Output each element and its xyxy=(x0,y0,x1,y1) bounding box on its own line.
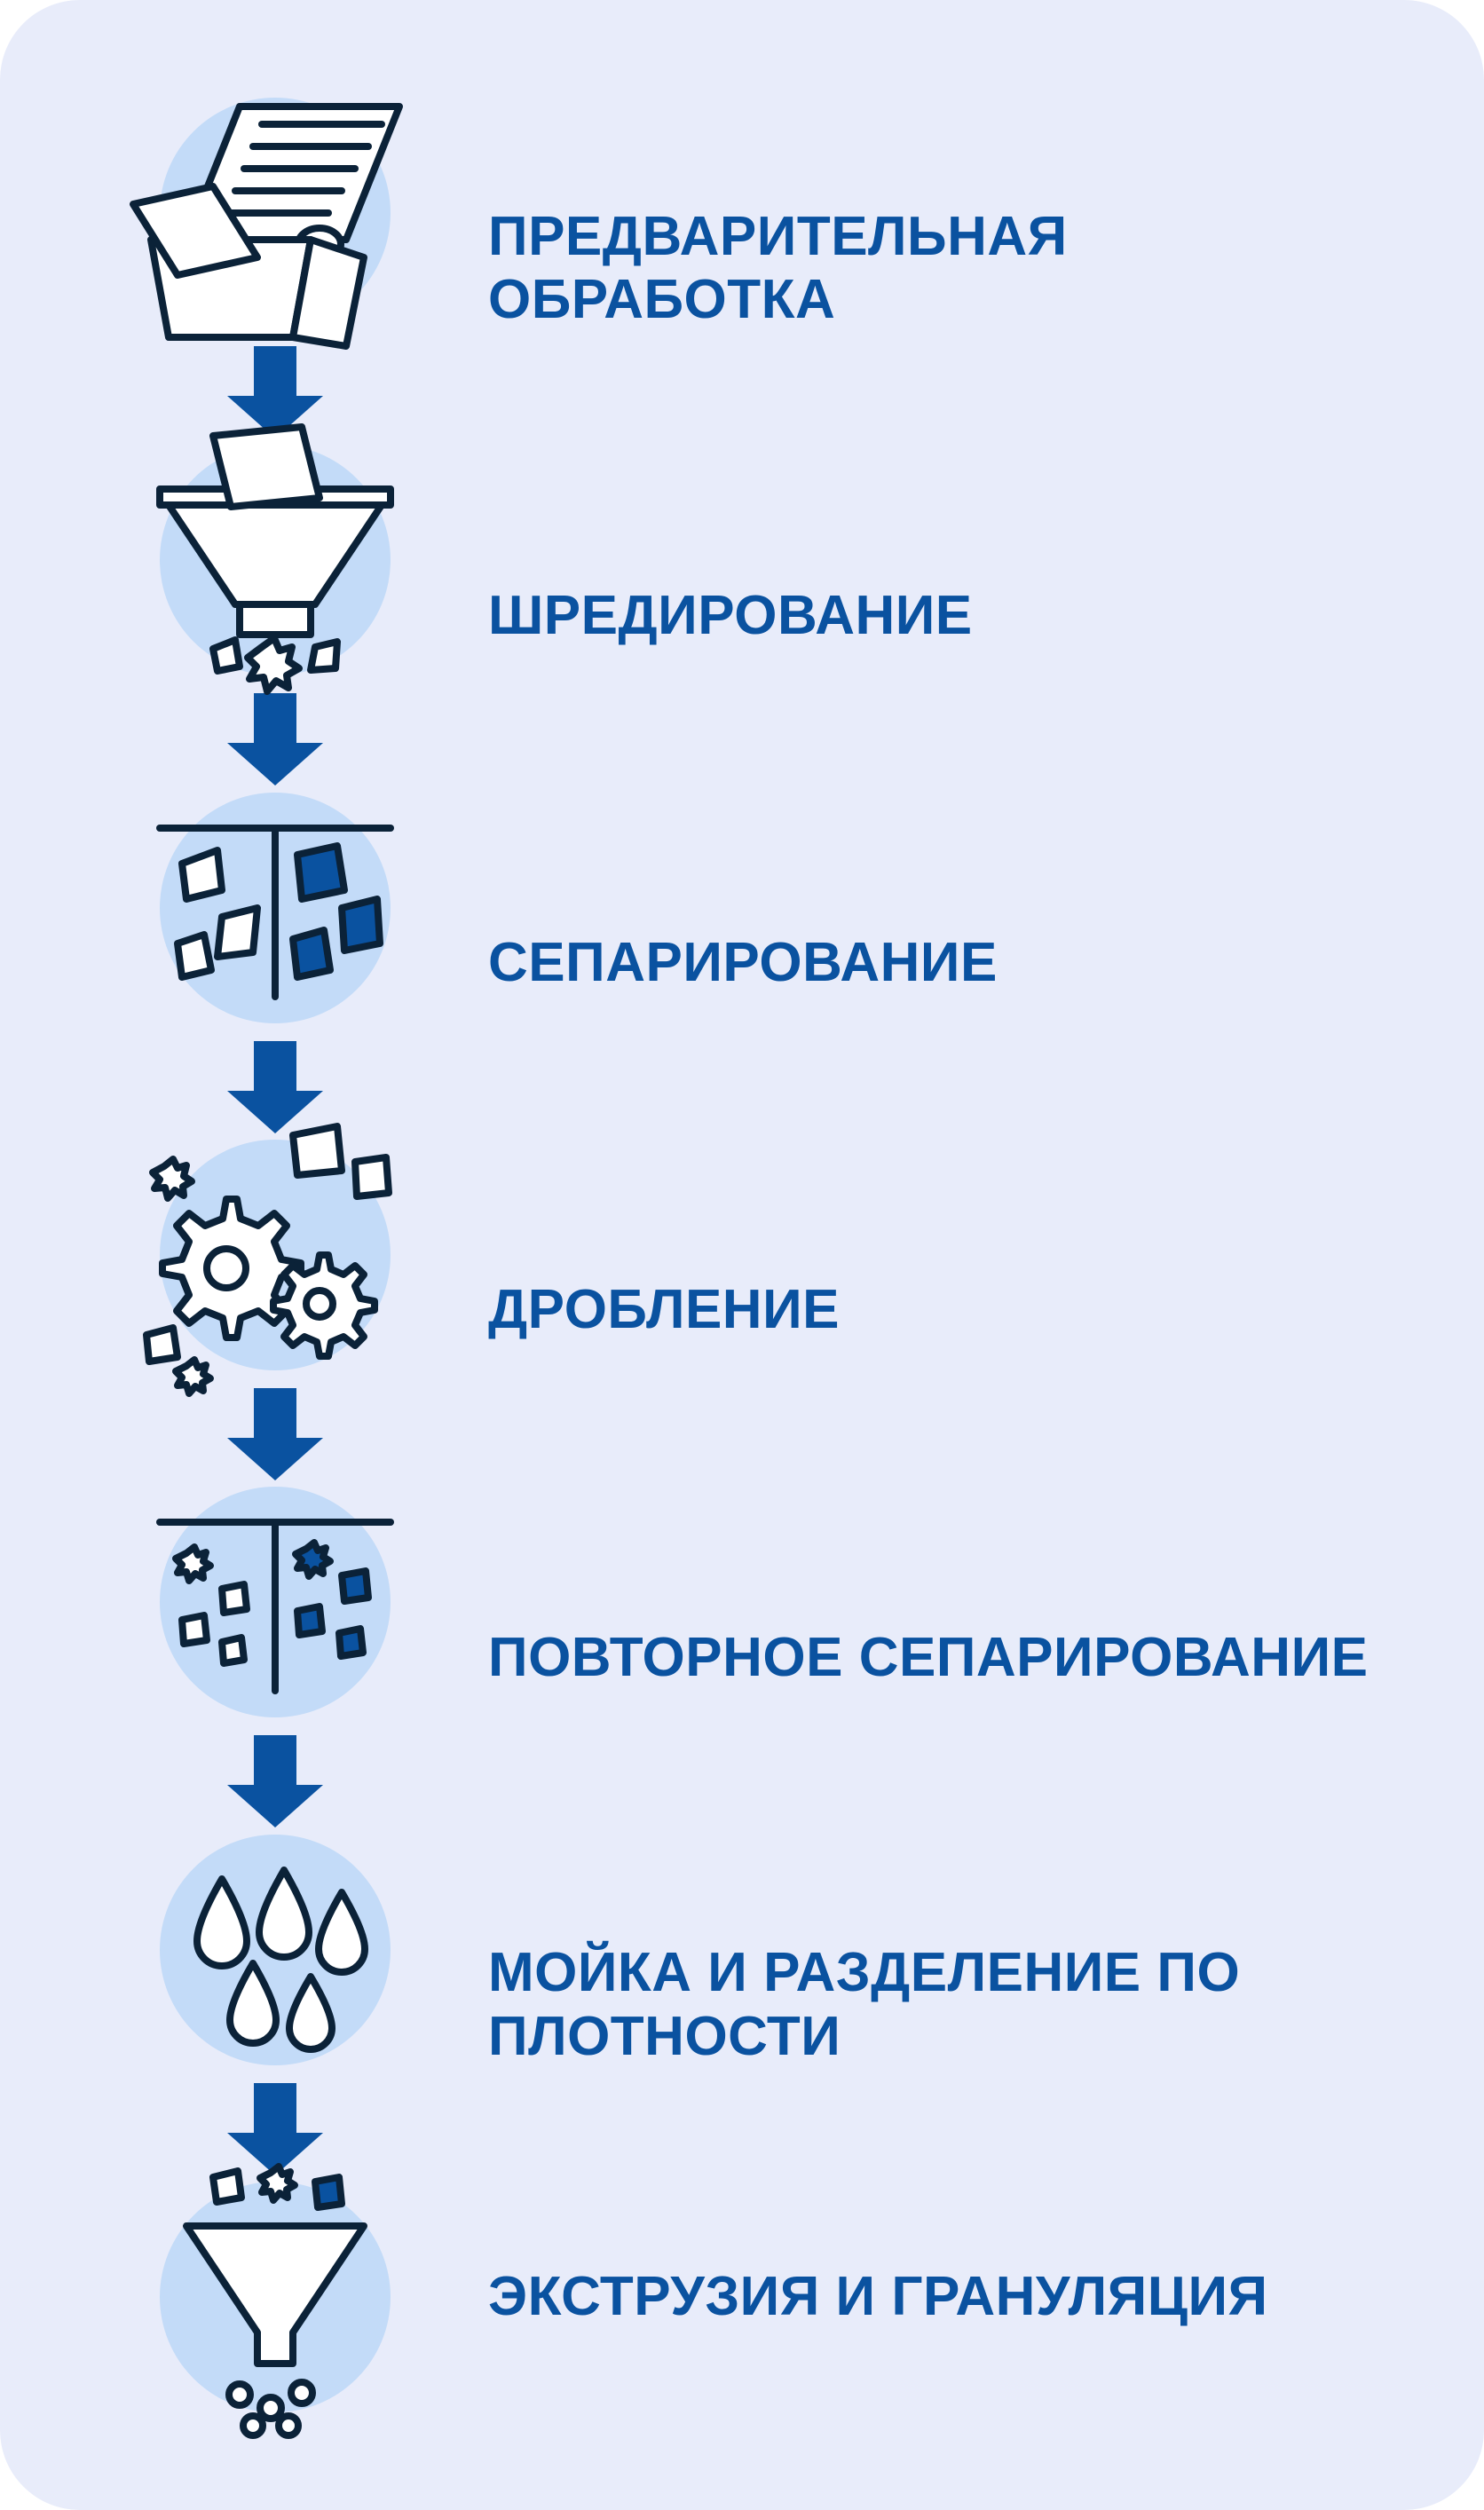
step-pre-treatment: ПРЕДВАРИТЕЛЬНАЯ ОБРАБОТКА xyxy=(124,98,1377,438)
process-card: ПРЕДВАРИТЕЛЬНАЯ ОБРАБОТКА xyxy=(0,0,1484,2510)
icon-column xyxy=(124,98,426,438)
icon-circle xyxy=(160,1487,391,1717)
conveyor-icon xyxy=(133,71,417,355)
step-separation: СЕПАРИРОВАНИЕ xyxy=(124,793,1377,1133)
gears-icon xyxy=(133,1113,417,1397)
funnel-pellets-icon xyxy=(133,2155,417,2439)
step-label: ДРОБЛЕНИЕ xyxy=(488,1278,1377,1341)
icon-column xyxy=(124,1487,426,1827)
step-shredding: ШРЕДИРОВАНИЕ xyxy=(124,445,1377,785)
icon-column xyxy=(124,1835,426,2175)
step-label: ПРЕДВАРИТЕЛЬНАЯ ОБРАБОТКА xyxy=(488,205,1377,332)
icon-circle xyxy=(160,1835,391,2065)
step-label: ПОВТОРНОЕ СЕПАРИРОВАНИЕ xyxy=(488,1626,1377,1689)
icon-circle xyxy=(160,1140,391,1370)
icon-column xyxy=(124,445,426,785)
step-crushing: ДРОБЛЕНИЕ xyxy=(124,1140,1377,1480)
step-label: ШРЕДИРОВАНИЕ xyxy=(488,584,1377,647)
droplets-icon xyxy=(133,1808,417,2092)
separation-fine-icon xyxy=(133,1460,417,1744)
icon-circle xyxy=(160,793,391,1023)
icon-circle xyxy=(160,2182,391,2412)
icon-column xyxy=(124,1140,426,1480)
shredder-hopper-icon xyxy=(133,418,417,702)
icon-column xyxy=(124,2182,426,2412)
step-label: ЭКСТРУЗИЯ И ГРАНУЛЯЦИЯ xyxy=(488,2265,1377,2328)
icon-circle xyxy=(160,445,391,675)
separation-icon xyxy=(133,766,417,1050)
step-label: МОЙКА И РАЗДЕЛЕНИЕ ПО ПЛОТНОСТИ xyxy=(488,1941,1377,2068)
icon-column xyxy=(124,793,426,1133)
step-extrusion: ЭКСТРУЗИЯ И ГРАНУЛЯЦИЯ xyxy=(124,2182,1377,2412)
step-label: СЕПАРИРОВАНИЕ xyxy=(488,931,1377,994)
step-washing-density: МОЙКА И РАЗДЕЛЕНИЕ ПО ПЛОТНОСТИ xyxy=(124,1835,1377,2175)
icon-circle xyxy=(160,98,391,328)
step-re-separation: ПОВТОРНОЕ СЕПАРИРОВАНИЕ xyxy=(124,1487,1377,1827)
